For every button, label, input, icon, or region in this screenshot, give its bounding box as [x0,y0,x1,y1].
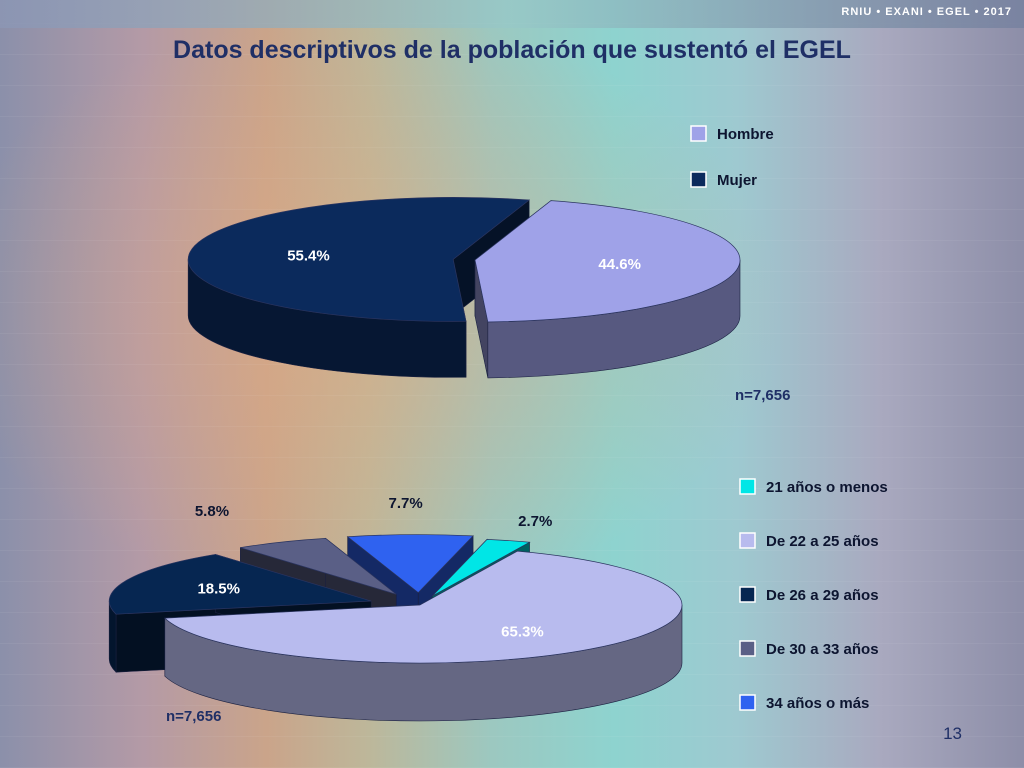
chart1-label-0: 44.6% [598,256,641,273]
chart2-legend-swatch-3 [739,640,756,657]
chart1-slice-0-top [474,200,741,323]
chart1-slice-1-top [187,197,531,322]
brand-label: RNIU • EXANI • EGEL • 2017 [841,6,1012,18]
chart1-label-1: 55.4% [287,247,330,264]
chart2-legend-label-1: De 22 a 25 años [766,533,879,550]
chart2-legend: 21 años o menos De 22 a 25 años De 26 a 29… [739,478,888,712]
chart2-legend-swatch-4 [739,694,756,711]
chart1-legend-swatch-0 [690,125,707,142]
chart2-legend-swatch-2 [739,586,756,603]
chart2-legend-label-2: De 26 a 29 años [766,587,879,604]
chart2-legend-label-4: 34 años o más [766,695,869,712]
chart2-label-0: 2.7% [518,513,552,530]
chart1-slice-0 [474,199,741,379]
chart1-legend-label-1: Mujer [717,172,757,189]
chart2-label-2: 18.5% [197,581,240,598]
chart2-label-1: 65.3% [501,623,544,640]
slide-title: Datos descriptivos de la población que s… [173,36,851,64]
chart2-slice-0-top [431,539,531,597]
chart2-slice-2-top [108,554,372,615]
chart2-label-3: 5.8% [195,503,229,520]
chart2-pie: 2.7% 65.3% 18.5% 5.8% 7.7% [108,495,683,722]
chart2-legend-label-0: 21 años o menos [766,479,888,496]
chart1-legend-swatch-1 [690,171,707,188]
chart2-slice-3-top [240,538,397,595]
chart2-legend-swatch-0 [739,478,756,495]
chart2-sample-size: n=7,656 [166,708,222,725]
chart2-slice-1-top [164,550,683,664]
chart1-pie: 44.6% 55.4% [187,197,741,379]
chart2-slice-4-top [346,534,474,594]
chart1-legend: Hombre Mujer [690,125,774,189]
chart1-sample-size: n=7,656 [735,387,791,404]
top-band [0,0,1024,28]
chart2-slice-1 [164,550,683,722]
chart2-legend-swatch-1 [739,532,756,549]
chart2-legend-label-3: De 30 a 33 años [766,641,879,658]
page-number: 13 [943,724,962,743]
chart2-label-4: 7.7% [389,495,423,512]
chart1-legend-label-0: Hombre [717,126,774,143]
